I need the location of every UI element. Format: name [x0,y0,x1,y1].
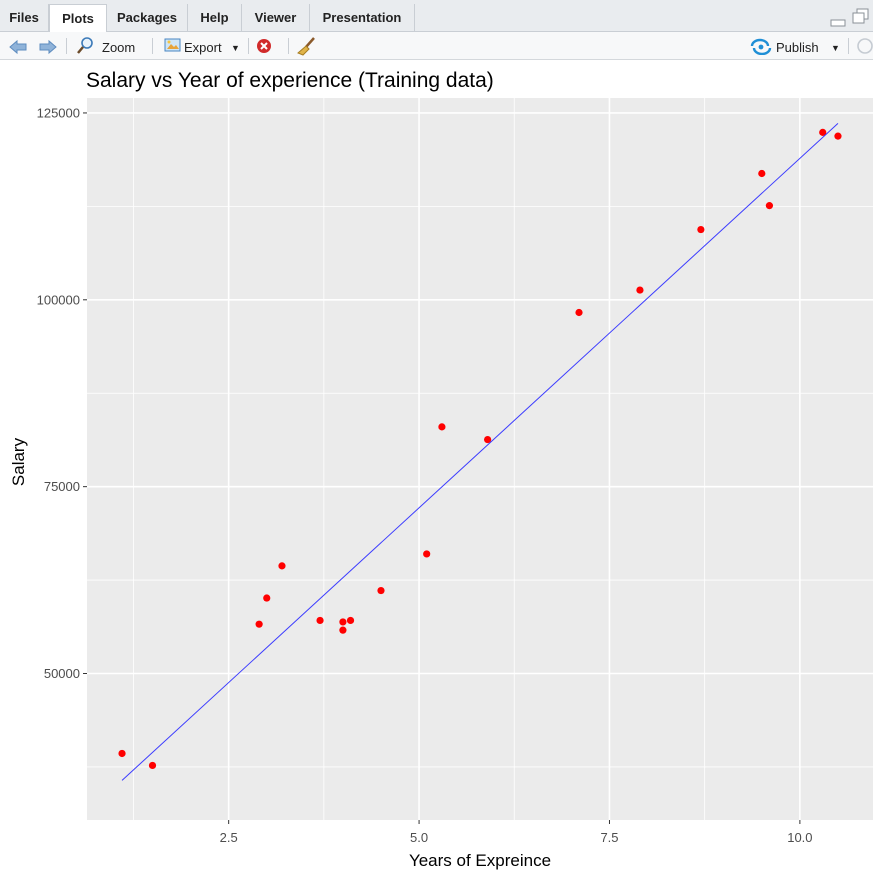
data-point [575,308,583,317]
toolbar-separator [248,38,249,54]
regression-line [121,123,839,781]
data-marks [118,123,842,781]
data-point [765,202,774,210]
remove-plot-icon[interactable] [255,38,273,58]
y-axis-label: Salary [9,437,28,486]
tab-packages[interactable]: Packages [107,4,188,32]
data-point [316,616,324,625]
data-point [346,616,355,625]
data-point [255,620,263,628]
tab-presentation[interactable]: Presentation [310,4,415,32]
tab-files[interactable]: Files [0,4,49,32]
clear-all-broom-icon[interactable] [296,36,318,56]
toolbar-separator [152,38,153,54]
x-tick-label: 5.0 [410,830,428,845]
data-point [278,562,286,570]
data-point [484,435,492,444]
zoom-button[interactable]: Zoom [76,36,146,56]
zoom-magnifier-icon [77,37,93,54]
toolbar-separator [288,38,289,54]
y-tick-label: 75000 [44,479,80,494]
export-button[interactable]: Export ▼ [160,36,242,56]
data-point [834,132,842,140]
tab-viewer[interactable]: Viewer [242,4,310,32]
zoom-label: Zoom [102,40,136,55]
data-point [377,586,385,595]
plot-panel [87,98,873,820]
export-label: Export [184,40,222,55]
data-point [118,749,126,758]
x-axis-label: Years of Expreince [409,851,551,870]
data-point [636,286,644,294]
y-tick-label: 50000 [44,666,80,681]
scatter-chart: 2.5 5.0 7.5 10.0 50000 75000 100000 125000 Sala… [0,60,873,873]
publish-button[interactable]: Publish ▼ [750,36,842,56]
x-tick-label: 10.0 [787,830,812,845]
back-arrow-icon[interactable] [8,39,28,59]
plot-viewer: 2.5 5.0 7.5 10.0 50000 75000 100000 125000 Sala… [0,60,873,878]
data-point [758,169,766,178]
data-point [819,128,827,136]
data-point [423,550,431,558]
y-tick-label: 100000 [37,292,80,307]
maximize-pane-icon[interactable] [852,8,870,26]
data-point [263,594,271,602]
data-point [697,225,705,234]
data-point [148,761,157,770]
pane-tab-bar: Files Plots Packages Help Viewer Present… [0,0,873,32]
minimize-pane-icon[interactable] [830,12,846,28]
x-tick-label: 2.5 [220,830,238,845]
forward-arrow-icon[interactable] [38,39,58,59]
toolbar-separator [66,38,67,54]
x-tick-label: 7.5 [600,830,618,845]
axis-ticks: 2.5 5.0 7.5 10.0 50000 75000 100000 125000 [37,105,813,845]
tab-help[interactable]: Help [188,4,242,32]
export-image-icon [164,38,181,52]
export-dropdown-icon: ▼ [231,43,240,53]
publish-dropdown-icon: ▼ [831,43,840,53]
chart-title: Salary vs Year of experience (Training d… [86,69,494,92]
publish-icon [750,38,772,55]
tab-plots[interactable]: Plots [49,4,107,32]
data-point [438,423,446,431]
data-point [339,618,347,626]
y-tick-label: 125000 [37,105,80,120]
data-point [339,626,347,634]
publish-label: Publish [776,40,819,55]
grid-lines [87,98,873,820]
toolbar-separator [848,38,849,54]
plots-toolbar: Zoom Export ▼ Publish ▼ [0,32,873,60]
refresh-icon[interactable] [855,37,873,57]
